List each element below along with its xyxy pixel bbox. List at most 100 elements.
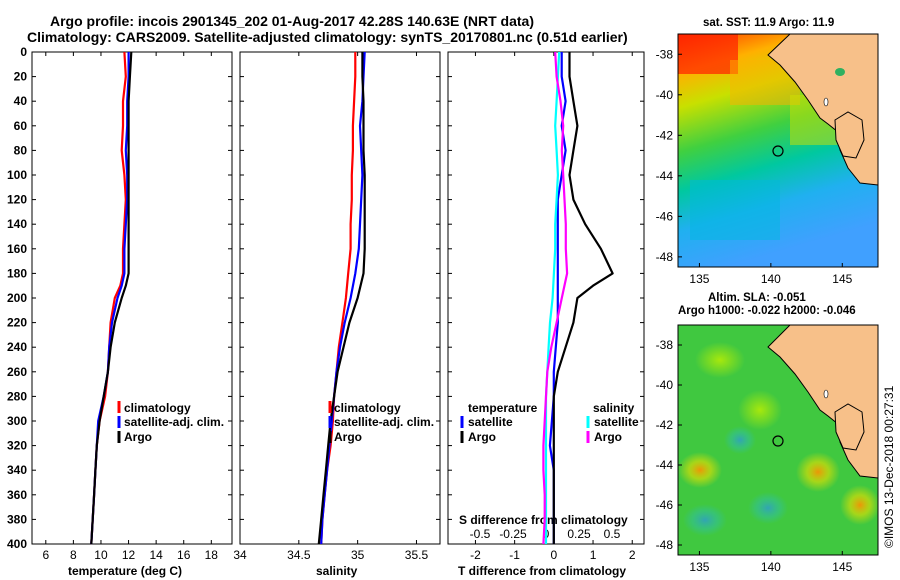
x-tick-label: 16 [177,548,191,562]
legend-temperature-title: temperature [468,401,538,415]
depth-tick-label: 100 [7,168,27,182]
legend-s-satellite: satellite [594,415,639,429]
lat-tick-label: -46 [656,209,674,223]
sla-map [678,325,878,555]
depth-tick-label: 80 [14,143,28,157]
temperature-axis-label: temperature (deg C) [68,564,182,578]
sst-argo-marker [772,145,784,157]
lat-tick-label: -40 [656,88,674,102]
depth-tick-label: 60 [14,119,28,133]
legend-s-argo: Argo [594,430,622,444]
credit-label: ©IMOS 13-Dec-2018 00:27:31 [882,385,896,548]
legend-climatology: climatology [334,401,401,415]
t-difference-axis-label: T difference from climatology [458,564,626,578]
series-line-satellite-adj-clim- [320,51,366,545]
sla-island [823,389,829,399]
x-tick-label: -1 [509,548,520,562]
sst-lat-axis: -38 -40 -42 -44 -46 -48 [656,47,682,264]
lat-tick-label: -48 [656,538,674,552]
depth-tick-label: 40 [14,94,28,108]
depth-tick-label: 320 [7,439,27,453]
lon-tick-label: 145 [832,560,852,574]
sst-island [823,97,829,107]
x-tick-label: 34 [233,548,247,562]
sla-land-tasmania [834,403,865,451]
sla-lon-axis: 135 140 145 [689,551,853,574]
sla-map-frame [677,324,879,556]
difference-x-axis: -2 -1 0 1 2 [470,52,636,562]
lat-tick-label: -42 [656,128,674,142]
depth-tick-label: 380 [7,512,27,526]
legend-t-satellite: satellite [468,415,513,429]
sla-map-title-line1: Altim. SLA: -0.051 [708,292,806,304]
depth-tick-label: 200 [7,291,27,305]
depth-tick-label: 260 [7,365,27,379]
legend-satellite: satellite-adj. clim. [334,415,434,429]
lat-tick-label: -38 [656,338,674,352]
depth-tick-label: 140 [7,217,27,231]
depth-tick-label: 240 [7,340,27,354]
lat-tick-label: -40 [656,378,674,392]
sla-high-blob [840,485,878,525]
sst-land-tasmania [834,111,865,159]
figure-title-line1: Argo profile: incois 2901345_202 01-Aug-… [50,13,534,29]
x-tick-label: 35 [351,548,365,562]
s-diff-tick-label: 0.5 [604,527,621,541]
sla-low-blob [683,504,727,536]
lat-tick-label: -46 [656,498,674,512]
sla-argo-marker [772,435,784,447]
lon-tick-label: 135 [689,272,709,286]
temperature-legend: climatology satellite-adj. clim. Argo [117,401,224,444]
lat-tick-label: -44 [656,169,674,183]
salinity-panel [239,51,441,545]
lat-tick-label: -42 [656,418,674,432]
sla-low-blob [748,492,788,524]
legend-satellite: satellite-adj. clim. [124,415,224,429]
sla-high-blob [796,452,840,492]
sla-lat-axis: -38 -40 -42 -44 -46 -48 [656,338,682,552]
lon-tick-label: 140 [761,272,781,286]
x-tick-label: 14 [149,548,163,562]
depth-tick-label: 160 [7,242,27,256]
s-diff-tick-label: 0.25 [567,527,591,541]
lon-tick-label: 135 [689,560,709,574]
lon-tick-label: 140 [761,560,781,574]
x-tick-label: 12 [122,548,136,562]
legend-argo: Argo [124,430,152,444]
difference-series [542,51,614,545]
s-difference-axis-label: S difference from climatology [459,513,628,527]
legend-salinity-title: salinity [593,401,635,415]
sst-bass-strait-patch [835,68,845,76]
depth-axis: 0 20 40 60 80 100 120 140 160 180 200 220 240 260 280 3… [7,45,644,551]
sst-map [678,34,878,267]
salinity-x-axis: 34 34.5 35 35.5 [233,52,428,562]
salinity-axis-label: salinity [316,564,358,578]
x-tick-label: 2 [629,548,636,562]
x-tick-label: 8 [70,548,77,562]
lat-tick-label: -38 [656,47,674,61]
depth-tick-label: 180 [7,266,27,280]
x-tick-label: 10 [94,548,108,562]
depth-tick-label: 360 [7,488,27,502]
x-tick-label: 35.5 [405,548,429,562]
series-line-argo [317,52,366,545]
depth-tick-label: 0 [20,45,27,59]
sst-cool-patch [690,180,780,240]
x-tick-label: 34.5 [287,548,311,562]
sla-low-blob [724,426,756,454]
sst-warm-patch [678,34,738,74]
x-tick-label: 1 [590,548,597,562]
difference-legend: temperature satellite Argo salinity sate… [460,401,639,444]
sla-high-blob [678,452,722,488]
legend-argo: Argo [334,430,362,444]
sla-blob [738,390,782,430]
salinity-series [317,51,366,545]
depth-tick-label: 220 [7,316,27,330]
depth-tick-label: 20 [14,70,28,84]
legend-climatology: climatology [124,401,191,415]
figure-title-line2: Climatology: CARS2009. Satellite-adjuste… [27,29,628,45]
lat-tick-label: -44 [656,458,674,472]
temperature-x-axis: 6 8 10 12 14 16 18 [42,52,218,562]
x-tick-label: 18 [205,548,219,562]
sla-map-title-line2: Argo h1000: -0.022 h2000: -0.046 [678,305,856,317]
